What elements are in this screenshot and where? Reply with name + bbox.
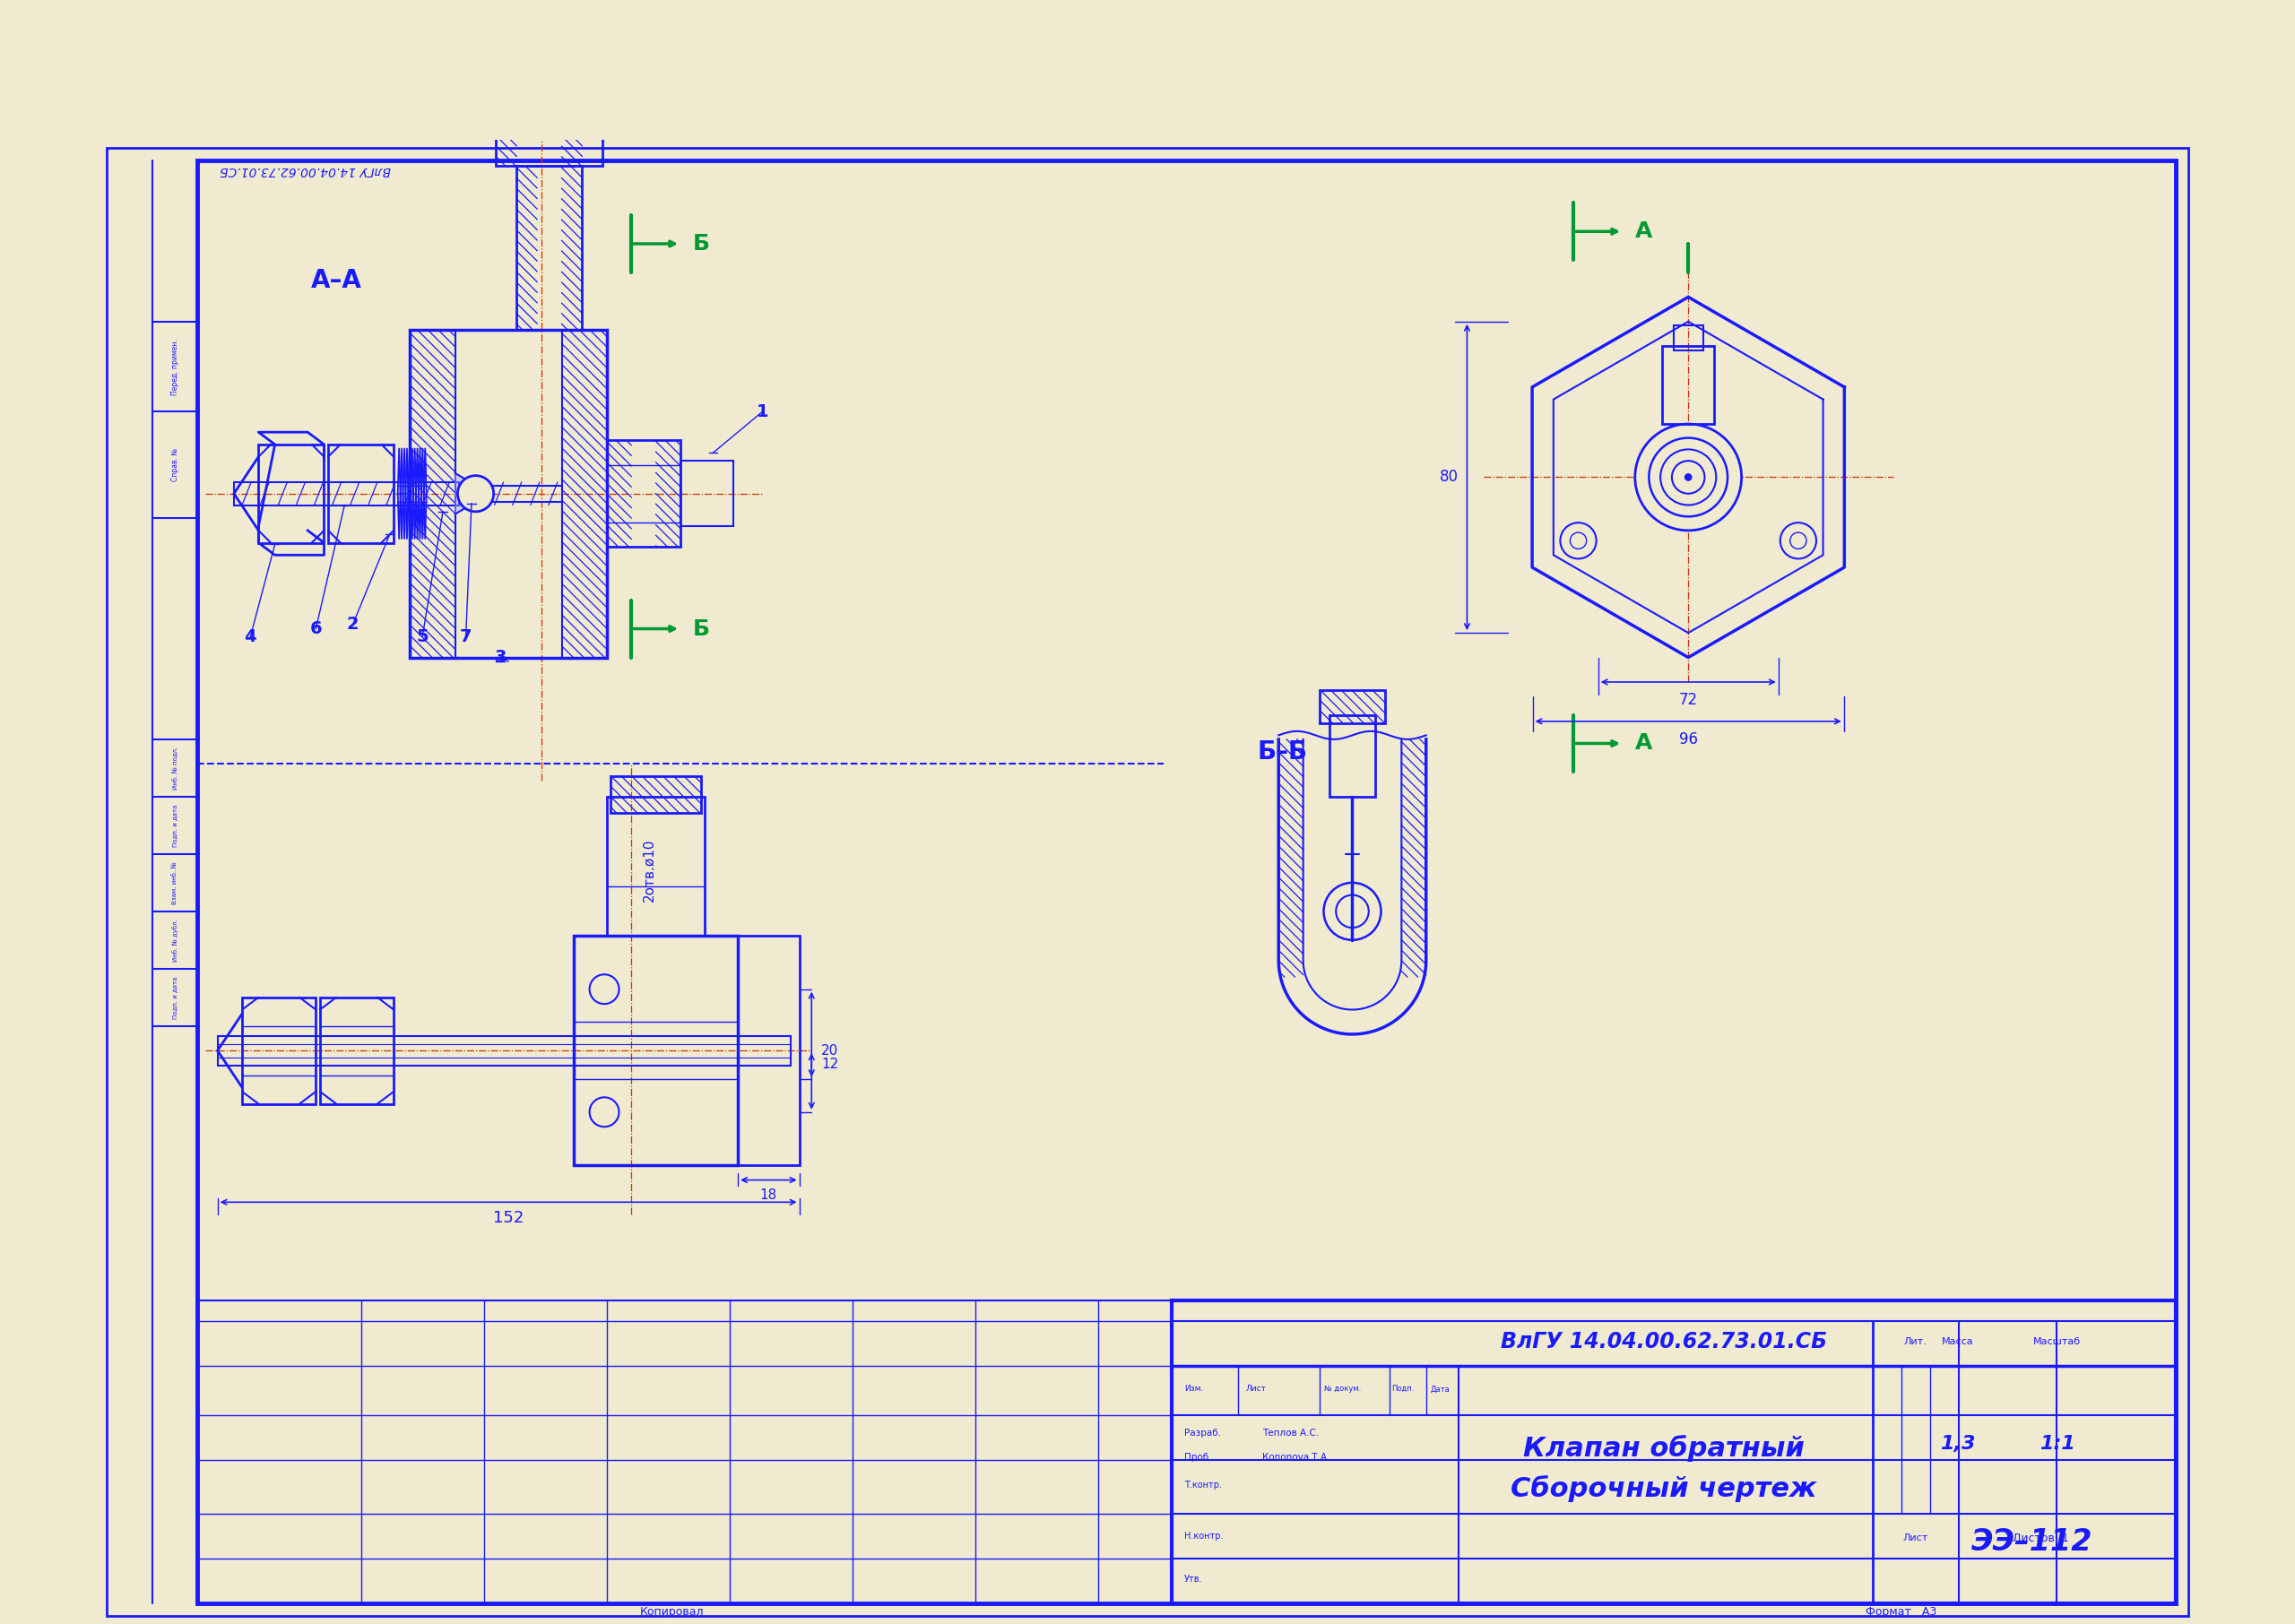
Text: Клапан обратный: Клапан обратный (1524, 1434, 1804, 1462)
Bar (241, 997, 317, 1104)
Circle shape (590, 974, 620, 1004)
Bar (610, 776, 700, 814)
Text: Разраб.: Разраб. (1184, 1429, 1221, 1437)
Bar (1320, 690, 1386, 723)
Text: Сборочный чертеж: Сборочный чертеж (1510, 1475, 1818, 1502)
Bar (521, 52, 578, 125)
Text: Кononova Т.А.: Кononova Т.А. (1262, 1453, 1329, 1462)
Text: 5: 5 (415, 628, 429, 645)
Text: Копировал: Копировал (640, 1606, 705, 1618)
Text: 3: 3 (493, 650, 507, 666)
Text: Взам. инб. №: Взам. инб. № (172, 861, 177, 905)
Text: 1: 1 (757, 403, 769, 421)
Bar (1673, 326, 1703, 351)
Text: А–А: А–А (310, 268, 363, 294)
Text: Справ. №: Справ. № (170, 448, 179, 482)
Bar (1173, 1301, 2176, 1603)
Bar (411, 330, 606, 658)
Text: 18: 18 (760, 1189, 776, 1202)
Bar (574, 935, 737, 1166)
Text: 2: 2 (347, 615, 358, 633)
Text: 4: 4 (243, 628, 257, 645)
Text: Лист: Лист (1246, 1385, 1267, 1393)
Circle shape (1324, 883, 1382, 940)
Text: Б–Б: Б–Б (1258, 739, 1308, 765)
Bar (197, 1301, 1173, 1603)
Text: ВлГУ 14.04.00.62.73.01.СБ: ВлГУ 14.04.00.62.73.01.СБ (1501, 1330, 1827, 1353)
Text: 72: 72 (1680, 692, 1698, 708)
Bar (328, 445, 395, 542)
Circle shape (1634, 424, 1742, 531)
Bar (259, 445, 324, 542)
Text: Инб. № подл.: Инб. № подл. (172, 747, 179, 789)
Text: Б: Б (693, 619, 709, 640)
Bar (737, 935, 799, 1166)
Bar (319, 997, 395, 1104)
Bar (682, 461, 734, 526)
Text: 1:1: 1:1 (2038, 1436, 2075, 1453)
Text: Подп. и дата: Подп. и дата (172, 804, 177, 846)
Bar (496, 125, 604, 166)
Text: № докум.: № докум. (1324, 1385, 1361, 1393)
Text: Лист: Лист (1903, 1533, 1928, 1543)
Text: ЭЭ–112: ЭЭ–112 (1971, 1527, 2093, 1557)
Circle shape (1685, 474, 1691, 481)
Text: Инб. № дубл.: Инб. № дубл. (172, 919, 179, 961)
Text: 7: 7 (459, 628, 473, 645)
Text: 12: 12 (822, 1057, 838, 1072)
Text: Масштаб: Масштаб (2033, 1337, 2082, 1346)
Bar (218, 1036, 792, 1065)
Text: 80: 80 (1439, 469, 1460, 486)
Polygon shape (454, 473, 475, 515)
Text: 20: 20 (822, 1044, 838, 1057)
Text: Формат   А3: Формат А3 (1866, 1606, 1937, 1618)
Text: А: А (1634, 732, 1652, 754)
Text: Дата: Дата (1430, 1385, 1450, 1393)
Text: Масса: Масса (1942, 1337, 1974, 1346)
Circle shape (590, 1098, 620, 1127)
Bar (516, 10, 583, 52)
Text: 152: 152 (493, 1210, 523, 1226)
Text: Подп. и дата: Подп. и дата (172, 976, 177, 1018)
Bar (516, 166, 583, 330)
Bar (606, 440, 682, 547)
Text: 1,3: 1,3 (1939, 1436, 1976, 1453)
Circle shape (1781, 523, 1815, 559)
Circle shape (457, 476, 493, 512)
Text: Утв.: Утв. (1184, 1574, 1203, 1583)
Bar (234, 482, 459, 505)
Text: Лит.: Лит. (1903, 1337, 1928, 1346)
Text: Подп.: Подп. (1391, 1385, 1414, 1393)
Text: Н.контр.: Н.контр. (1184, 1531, 1223, 1541)
Text: Перед. примен.: Перед. примен. (170, 338, 179, 395)
Text: 6: 6 (310, 620, 321, 637)
Text: Проб.: Проб. (1184, 1453, 1212, 1462)
Text: 96: 96 (1680, 731, 1698, 747)
Circle shape (1561, 523, 1597, 559)
Text: Т.контр.: Т.контр. (1184, 1479, 1221, 1489)
Text: ВлГУ 14.04.00.62.73.01.СБ: ВлГУ 14.04.00.62.73.01.СБ (220, 164, 390, 177)
Text: Изм.: Изм. (1184, 1385, 1203, 1393)
Text: Теплов А.С.: Теплов А.С. (1262, 1429, 1320, 1437)
Text: 2отв.ø10: 2отв.ø10 (643, 840, 656, 901)
Bar (1329, 715, 1375, 797)
Text: Листов  1: Листов 1 (2013, 1531, 2068, 1544)
Text: Б: Б (693, 232, 709, 255)
Text: А: А (1634, 221, 1652, 242)
Bar (606, 797, 705, 935)
Bar (1662, 346, 1714, 424)
